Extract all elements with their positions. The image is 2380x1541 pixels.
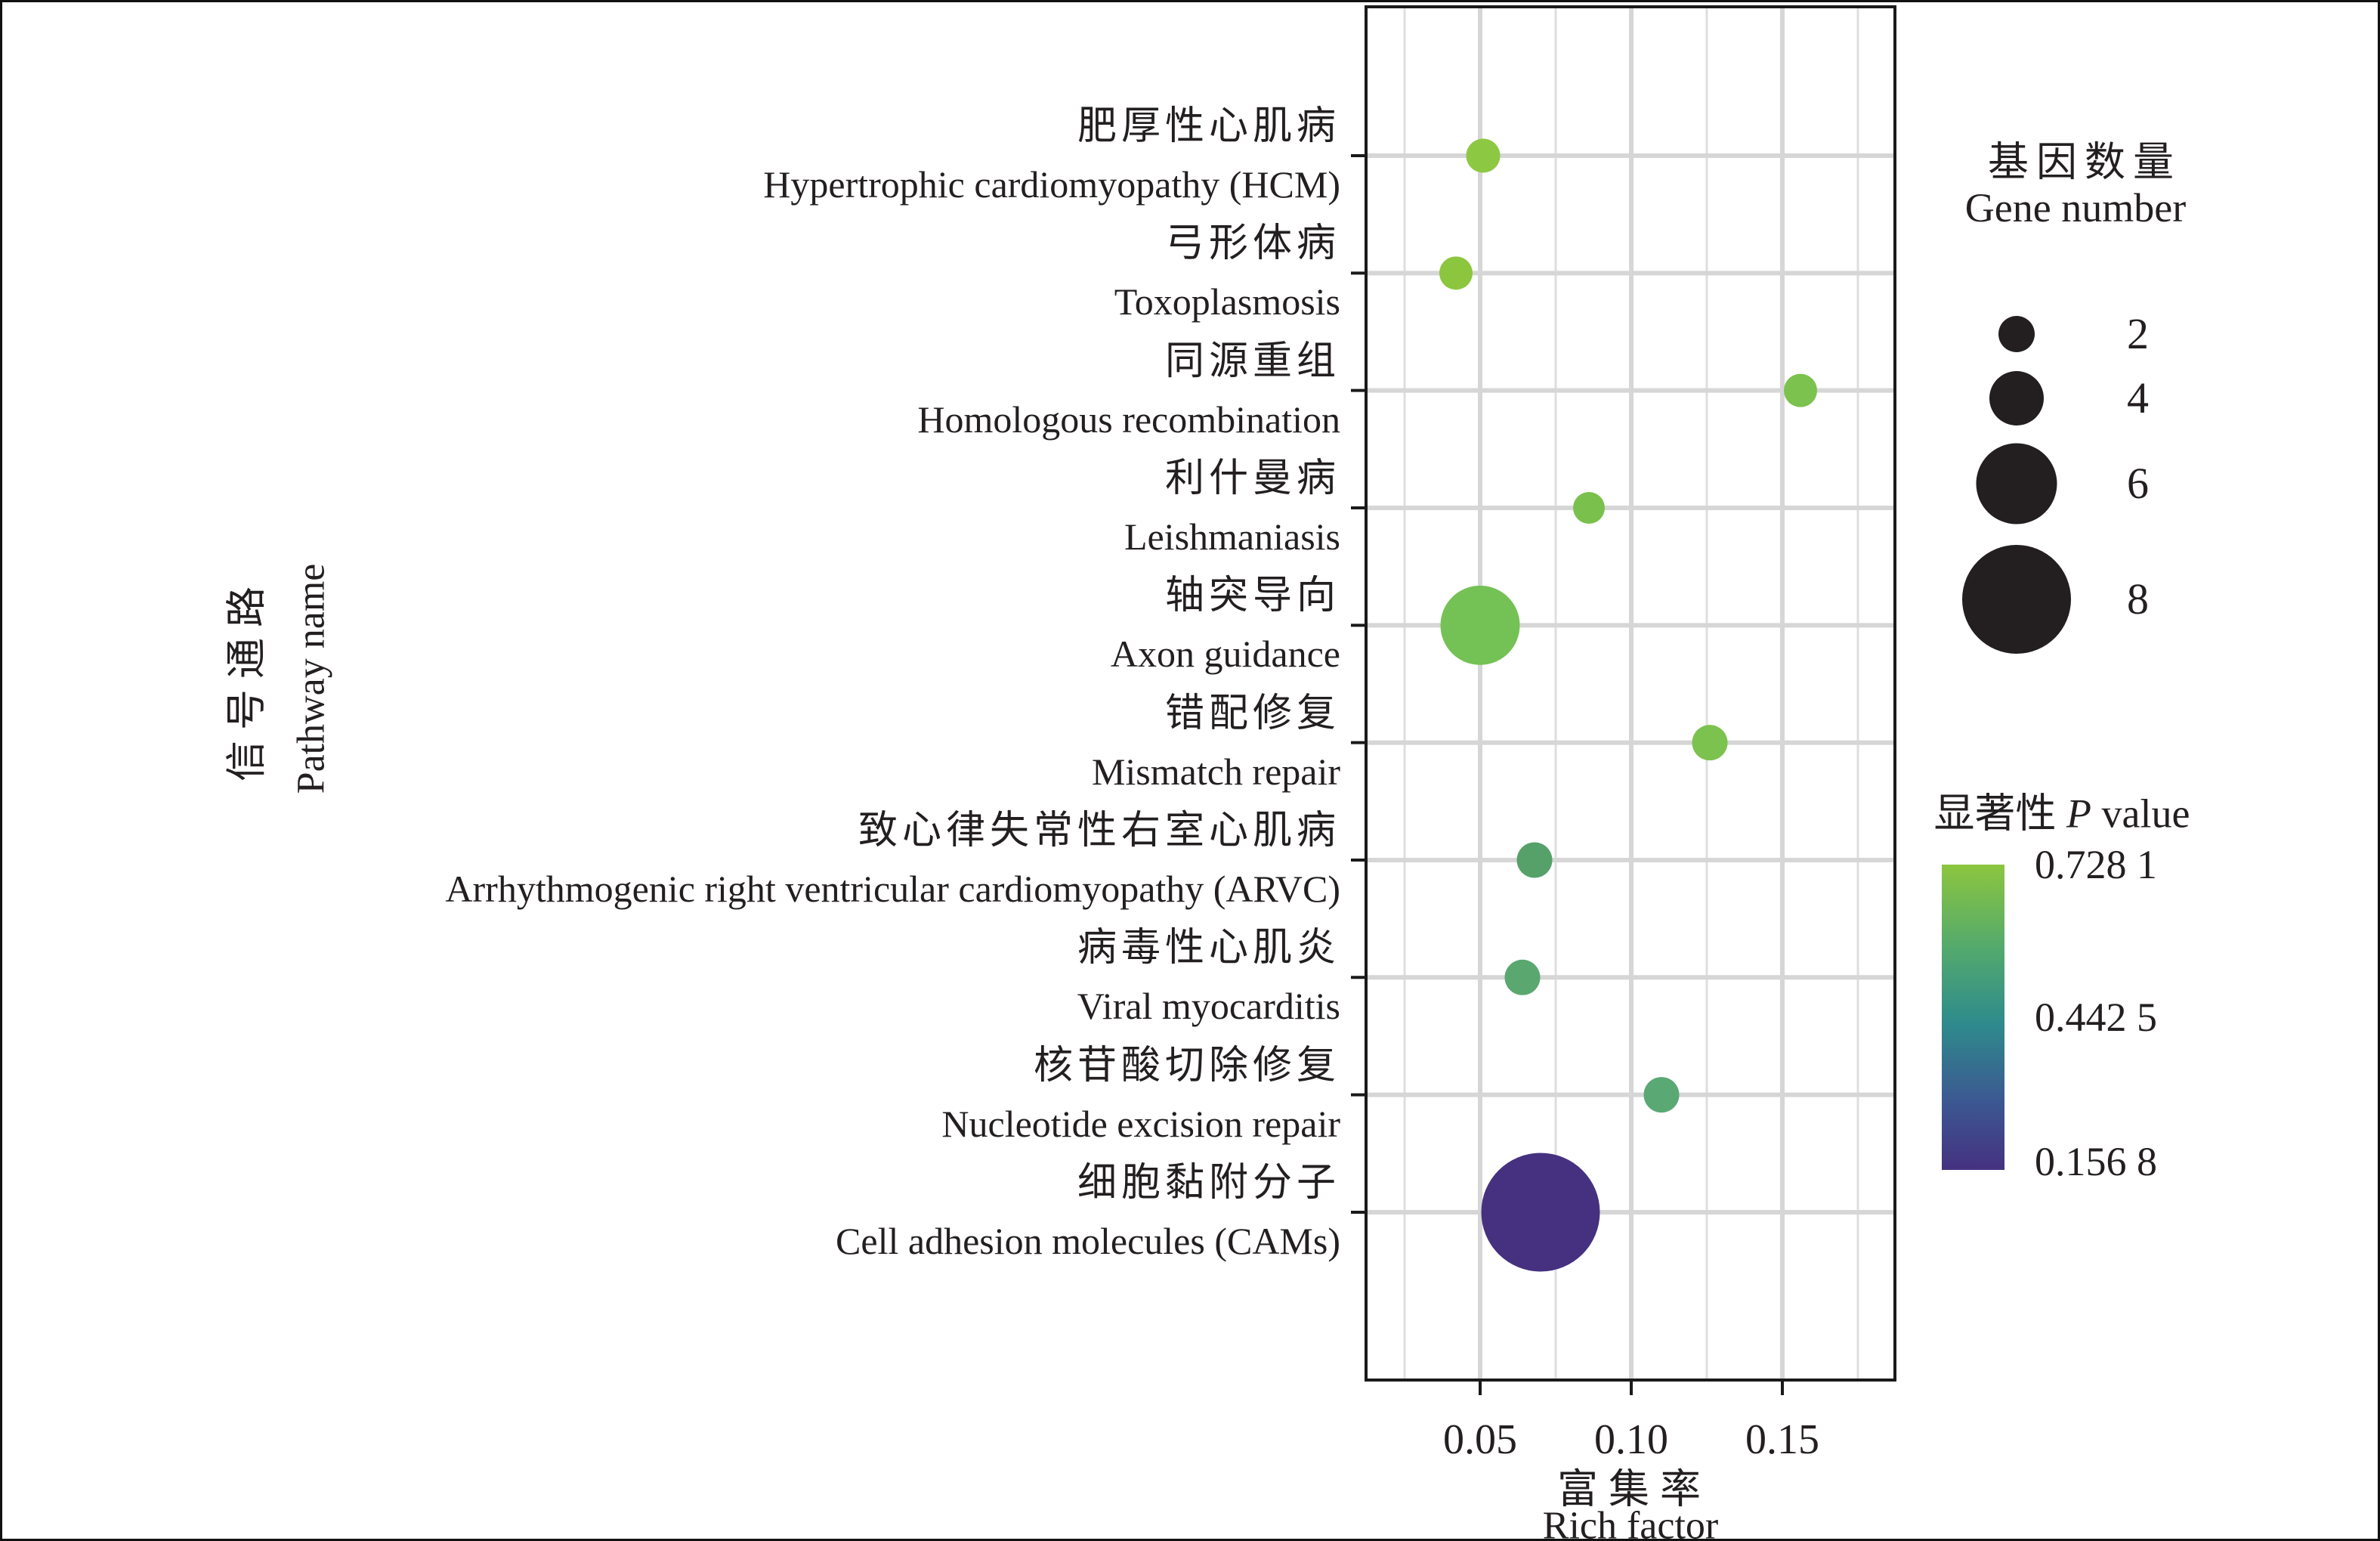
pvalue-legend-value: 0.728 1 xyxy=(2035,842,2157,887)
y-axis-label: 错配修复 Mismatch repair xyxy=(177,685,1340,800)
y-axis-label: 同源重组 Homologous recombination xyxy=(177,333,1340,447)
y-axis-label-en: Arrhythmogenic right ventricular cardiom… xyxy=(445,867,1340,910)
y-axis-label: 轴突导向 Axon guidance xyxy=(177,567,1340,682)
y-axis-label-en: Toxoplasmosis xyxy=(1114,280,1340,323)
y-axis-label-en: Mismatch repair xyxy=(1091,750,1340,793)
pvalue-colorbar xyxy=(1942,865,2004,1170)
bubble xyxy=(1643,1077,1680,1113)
pvalue-legend-title-suffix: value xyxy=(2101,791,2190,837)
bubble xyxy=(1466,138,1501,173)
size-legend-value: 6 xyxy=(2127,459,2149,508)
y-axis-label-en: Hypertrophic cardiomyopathy (HCM) xyxy=(763,163,1340,206)
x-tick-label: 0.05 xyxy=(1443,1416,1517,1463)
pvalue-legend-title-cn: 显著性 xyxy=(1933,791,2057,837)
pvalue-legend-value: 0.156 8 xyxy=(2035,1139,2157,1185)
y-axis-label-en: Nucleotide excision repair xyxy=(941,1102,1340,1145)
y-axis-label-cn: 病毒性心肌炎 xyxy=(1077,927,1340,970)
bubble xyxy=(1440,585,1520,665)
y-axis-label: 病毒性心肌炎 Viral myocarditis xyxy=(177,919,1340,1034)
size-legend-value: 2 xyxy=(2127,309,2149,358)
bubble xyxy=(1516,842,1553,878)
size-legend-circle xyxy=(1989,371,2044,425)
y-axis-label: 核苷酸切除修复 Nucleotide excision repair xyxy=(177,1037,1340,1152)
y-axis-label-cn: 肥厚性心肌病 xyxy=(1077,105,1340,148)
size-legend-value: 8 xyxy=(2127,574,2149,624)
y-axis-label: 致心律失常性右室心肌病 Arrhythmogenic right ventricu… xyxy=(177,802,1340,917)
x-tick-label: 0.15 xyxy=(1745,1416,1819,1463)
y-axis-label-cn: 致心律失常性右室心肌病 xyxy=(858,809,1340,853)
size-legend-circle xyxy=(1962,545,2071,654)
y-axis-label-cn: 核苷酸切除修复 xyxy=(1033,1044,1340,1088)
size-legend-value: 4 xyxy=(2127,373,2149,422)
size-legend-circle xyxy=(1998,316,2035,352)
y-axis-label-en: Viral myocarditis xyxy=(1077,985,1340,1028)
x-axis-title-cn: 富集率 xyxy=(1557,1466,1711,1512)
size-legend-circle xyxy=(1976,443,2057,524)
y-axis-label: 细胞黏附分子 Cell adhesion molecules (CAMs) xyxy=(177,1154,1340,1269)
pvalue-legend-title-p: P xyxy=(2066,791,2092,837)
x-axis-title-en: Rich factor xyxy=(1542,1504,1719,1541)
size-legend-title-en: Gene number xyxy=(1964,185,2187,231)
y-axis-label-cn: 细胞黏附分子 xyxy=(1077,1161,1340,1205)
pvalue-legend-value: 0.442 5 xyxy=(2035,995,2157,1040)
y-axis-label-cn: 弓形体病 xyxy=(1164,222,1340,266)
pvalue-legend-title: 显著性 P value xyxy=(1934,780,2190,840)
y-axis-label-en: Leishmaniasis xyxy=(1124,515,1340,558)
bubble xyxy=(1573,491,1605,524)
size-legend-title-cn: 基因数量 xyxy=(1988,139,2181,185)
y-axis-label-cn: 错配修复 xyxy=(1164,692,1340,735)
y-axis-label: 肥厚性心肌病 Hypertrophic cardiomyopathy (HCM) xyxy=(177,97,1340,212)
bubble xyxy=(1692,725,1728,761)
x-tick-label: 0.10 xyxy=(1594,1416,1668,1463)
y-axis-label-cn: 利什曼病 xyxy=(1164,456,1340,500)
y-axis-label-en: Axon guidance xyxy=(1110,633,1340,676)
y-axis-label: 利什曼病 Leishmaniasis xyxy=(177,450,1340,565)
y-axis-label-cn: 同源重组 xyxy=(1164,339,1340,383)
y-axis-label-en: Cell adhesion molecules (CAMs) xyxy=(836,1219,1340,1262)
bubble xyxy=(1481,1153,1600,1272)
y-axis-label-cn: 轴突导向 xyxy=(1164,574,1340,618)
bubble xyxy=(1439,256,1473,290)
bubble xyxy=(1504,959,1541,995)
bubble xyxy=(1784,373,1817,407)
y-axis-label: 弓形体病 Toxoplasmosis xyxy=(177,215,1340,330)
y-axis-label-en: Homologous recombination xyxy=(917,398,1340,441)
